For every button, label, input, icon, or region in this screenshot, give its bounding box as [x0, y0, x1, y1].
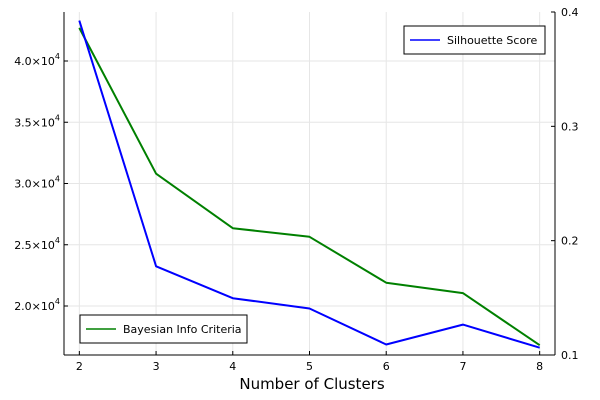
right-axis-ticks: 0.1 0.2 0.3 0.4: [551, 6, 579, 362]
left-tick-label: 3.5×104: [14, 113, 60, 129]
left-tick-label: 2.0×104: [14, 297, 60, 313]
legend-bayesian-info-criteria: Bayesian Info Criteria: [79, 314, 248, 344]
right-tick-label: 0.1: [561, 349, 579, 362]
right-tick-label: 0.3: [561, 120, 579, 133]
legend-label: Silhouette Score: [447, 34, 537, 47]
legends: Bayesian Info Criteria Silhouette Score: [79, 25, 546, 344]
x-axis-ticks: 2 3 4 5 6 7 8: [76, 351, 543, 373]
x-tick-label: 4: [229, 360, 236, 373]
left-axis-ticks: 2.0×104 2.5×104 3.0×104 3.5×104 4.0×104: [14, 52, 68, 313]
x-tick-label: 7: [459, 360, 466, 373]
legend-silhouette-score: Silhouette Score: [403, 25, 546, 55]
x-tick-label: 5: [306, 360, 313, 373]
series-layer: [78, 20, 541, 349]
x-tick-label: 8: [536, 360, 543, 373]
x-tick-label: 6: [383, 360, 390, 373]
series-line-silhouette-score: [78, 20, 540, 349]
gridlines: [64, 12, 555, 355]
x-axis-label: Number of Clusters: [239, 375, 384, 393]
left-tick-label: 4.0×104: [14, 52, 60, 68]
right-tick-label: 0.2: [561, 235, 579, 248]
left-tick-label: 2.5×104: [14, 236, 60, 252]
left-tick-label: 3.0×104: [14, 175, 60, 191]
x-tick-label: 3: [153, 360, 160, 373]
series-line-bayesian-info-criteria: [78, 27, 541, 347]
x-tick-label: 2: [76, 360, 83, 373]
right-tick-label: 0.4: [561, 6, 579, 19]
legend-label: Bayesian Info Criteria: [123, 323, 242, 336]
